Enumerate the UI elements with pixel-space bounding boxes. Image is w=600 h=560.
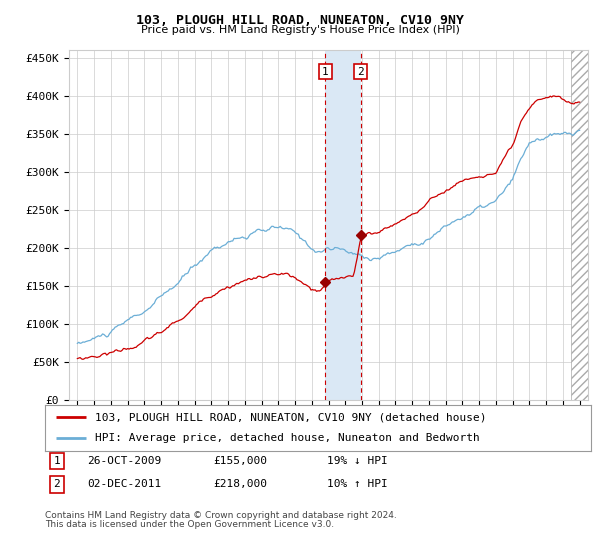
Text: 26-OCT-2009: 26-OCT-2009 bbox=[87, 456, 161, 466]
Text: 19% ↓ HPI: 19% ↓ HPI bbox=[327, 456, 388, 466]
Text: £155,000: £155,000 bbox=[213, 456, 267, 466]
Text: 1: 1 bbox=[322, 67, 329, 77]
Text: £218,000: £218,000 bbox=[213, 479, 267, 489]
Text: Price paid vs. HM Land Registry's House Price Index (HPI): Price paid vs. HM Land Registry's House … bbox=[140, 25, 460, 35]
Text: HPI: Average price, detached house, Nuneaton and Bedworth: HPI: Average price, detached house, Nune… bbox=[95, 433, 480, 444]
Text: 2: 2 bbox=[357, 67, 364, 77]
Text: This data is licensed under the Open Government Licence v3.0.: This data is licensed under the Open Gov… bbox=[45, 520, 334, 529]
Bar bbox=[325, 50, 361, 400]
Text: 02-DEC-2011: 02-DEC-2011 bbox=[87, 479, 161, 489]
Text: 103, PLOUGH HILL ROAD, NUNEATON, CV10 9NY: 103, PLOUGH HILL ROAD, NUNEATON, CV10 9N… bbox=[136, 14, 464, 27]
Text: 10% ↑ HPI: 10% ↑ HPI bbox=[327, 479, 388, 489]
Bar bbox=[571, 50, 588, 400]
Text: 103, PLOUGH HILL ROAD, NUNEATON, CV10 9NY (detached house): 103, PLOUGH HILL ROAD, NUNEATON, CV10 9N… bbox=[95, 412, 487, 422]
Text: Contains HM Land Registry data © Crown copyright and database right 2024.: Contains HM Land Registry data © Crown c… bbox=[45, 511, 397, 520]
Text: 2: 2 bbox=[53, 479, 61, 489]
Text: 1: 1 bbox=[53, 456, 61, 466]
